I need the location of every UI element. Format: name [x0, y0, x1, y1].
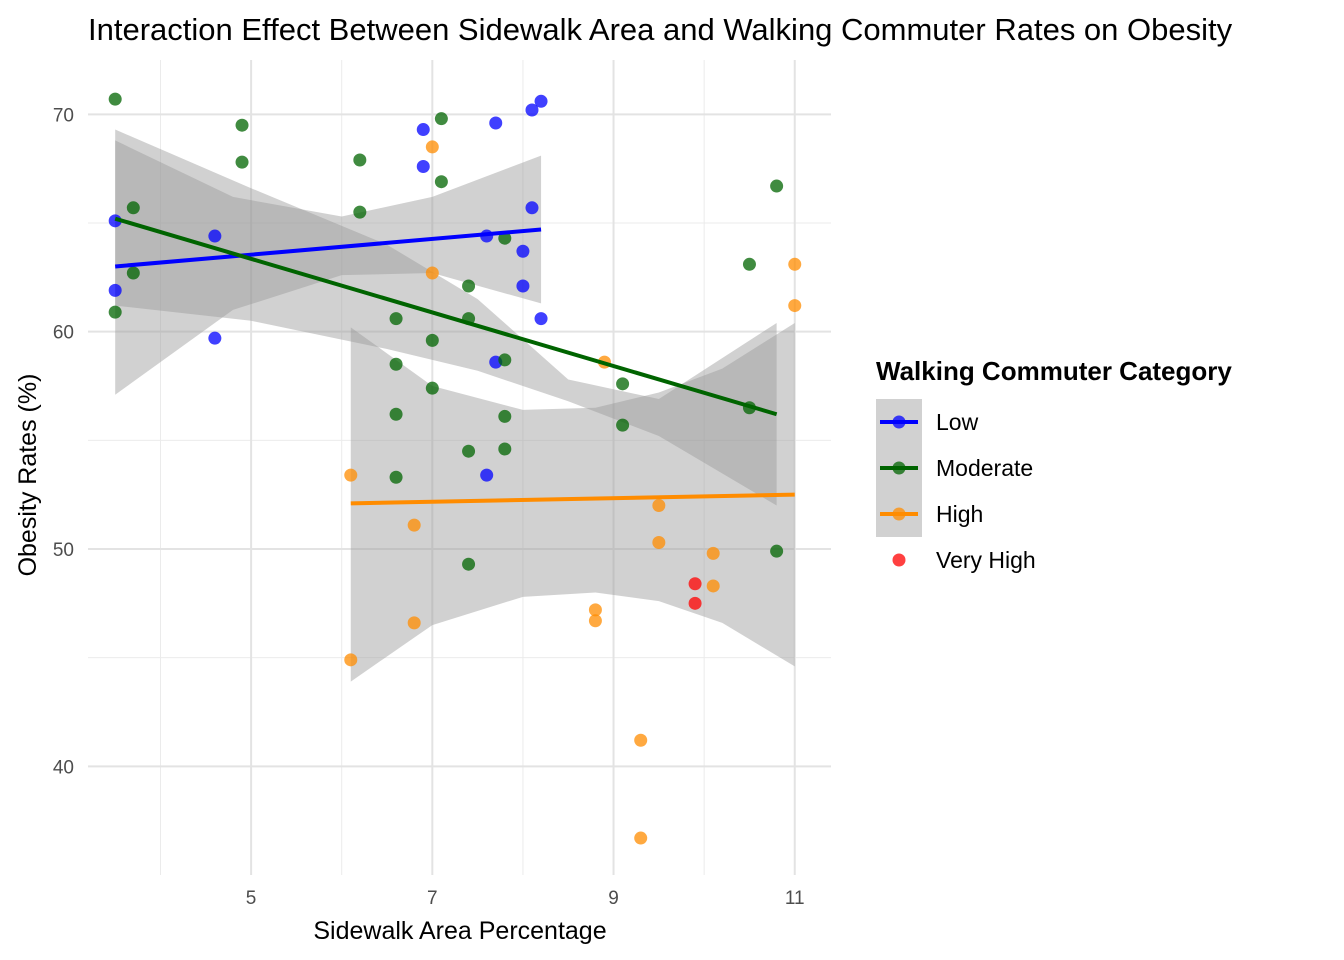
legend-item-low: Low — [876, 399, 979, 445]
legend-title: Walking Commuter Category — [876, 356, 1232, 386]
x-tick-label: 11 — [785, 888, 805, 909]
legend-key-point — [892, 553, 906, 567]
data-point-low — [108, 283, 122, 297]
data-point-moderate — [462, 444, 476, 458]
legend-key-point — [892, 461, 906, 475]
y-tick-label: 40 — [53, 757, 74, 778]
data-point-moderate — [389, 407, 403, 421]
data-point-moderate — [108, 92, 122, 106]
data-point-moderate — [498, 409, 512, 423]
data-point-moderate — [126, 266, 140, 280]
data-point-high — [407, 616, 421, 630]
data-point-moderate — [425, 333, 439, 347]
data-point-low — [208, 331, 222, 345]
data-point-very-high — [688, 577, 702, 591]
x-axis-title: Sidewalk Area Percentage — [313, 917, 606, 945]
grid — [88, 60, 831, 875]
fit-lines — [114, 216, 795, 506]
legend-label: Moderate — [936, 455, 1033, 481]
data-point-very-high — [688, 596, 702, 610]
data-point-low — [489, 116, 503, 130]
legend: Walking Commuter Category Low Moderate Hig… — [876, 356, 1232, 573]
y-tick-label: 60 — [53, 323, 74, 344]
data-point-low — [416, 159, 430, 173]
x-tick-label: 7 — [427, 888, 438, 909]
data-point-moderate — [498, 231, 512, 245]
data-point-moderate — [434, 175, 448, 189]
data-point-low — [525, 201, 539, 215]
data-point-high — [652, 535, 666, 549]
fit-line-high — [350, 492, 795, 506]
data-point-moderate — [498, 353, 512, 367]
x-tick-label: 5 — [246, 888, 257, 909]
legend-key-point — [892, 415, 906, 429]
data-point-moderate — [498, 442, 512, 456]
data-point-high — [788, 299, 802, 313]
data-point-moderate — [462, 557, 476, 571]
data-point-moderate — [462, 279, 476, 293]
data-point-high — [706, 579, 720, 593]
data-point-moderate — [425, 381, 439, 395]
legend-item-moderate: Moderate — [876, 445, 1033, 491]
data-point-moderate — [616, 418, 630, 432]
data-point-moderate — [616, 377, 630, 391]
data-point-high — [652, 499, 666, 513]
data-point-moderate — [742, 257, 756, 271]
legend-key-point — [892, 507, 906, 521]
fit-line-low — [115, 227, 542, 269]
chart-title: Interaction Effect Between Sidewalk Area… — [88, 12, 1233, 47]
data-point-moderate — [126, 201, 140, 215]
legend-item-very-high: Very High — [892, 547, 1036, 573]
legend-item-high: High — [876, 491, 983, 537]
data-point-low — [516, 279, 530, 293]
data-point-moderate — [770, 179, 784, 193]
y-tick-label: 70 — [53, 105, 74, 126]
legend-label: Low — [936, 409, 979, 435]
data-point-moderate — [389, 357, 403, 371]
data-point-moderate — [389, 312, 403, 326]
data-point-high — [344, 468, 358, 482]
legend-label: Very High — [936, 547, 1036, 573]
data-point-moderate — [434, 112, 448, 126]
data-point-high — [344, 653, 358, 667]
data-point-low — [534, 312, 548, 326]
legend-label: High — [936, 501, 983, 527]
data-point-moderate — [353, 153, 367, 167]
data-point-high — [425, 266, 439, 280]
data-point-moderate — [235, 118, 249, 132]
fit-line-moderate — [114, 216, 778, 417]
data-point-high — [588, 603, 602, 617]
data-point-low — [480, 468, 494, 482]
y-tick-label: 50 — [53, 540, 74, 561]
data-point-low — [525, 103, 539, 117]
data-point-moderate — [353, 205, 367, 219]
confidence-band-low — [115, 140, 542, 395]
data-point-high — [634, 733, 648, 747]
data-point-moderate — [108, 305, 122, 319]
data-point-moderate — [235, 155, 249, 169]
data-point-high — [788, 257, 802, 271]
confidence-band-high — [350, 322, 795, 682]
data-point-high — [588, 614, 602, 628]
data-point-high — [634, 831, 648, 845]
data-point-low — [208, 229, 222, 243]
data-point-high — [407, 518, 421, 532]
data-point-low — [416, 123, 430, 137]
data-point-moderate — [389, 470, 403, 484]
x-tick-label: 9 — [608, 888, 619, 909]
data-points — [108, 92, 802, 845]
data-point-high — [425, 140, 439, 154]
data-point-low — [516, 244, 530, 258]
data-point-moderate — [770, 544, 784, 558]
data-point-low — [534, 94, 548, 108]
data-point-high — [706, 546, 720, 560]
y-axis-title: Obesity Rates (%) — [14, 374, 42, 577]
tick-labels: 5 7 9 11 40 50 60 70 — [53, 105, 805, 909]
